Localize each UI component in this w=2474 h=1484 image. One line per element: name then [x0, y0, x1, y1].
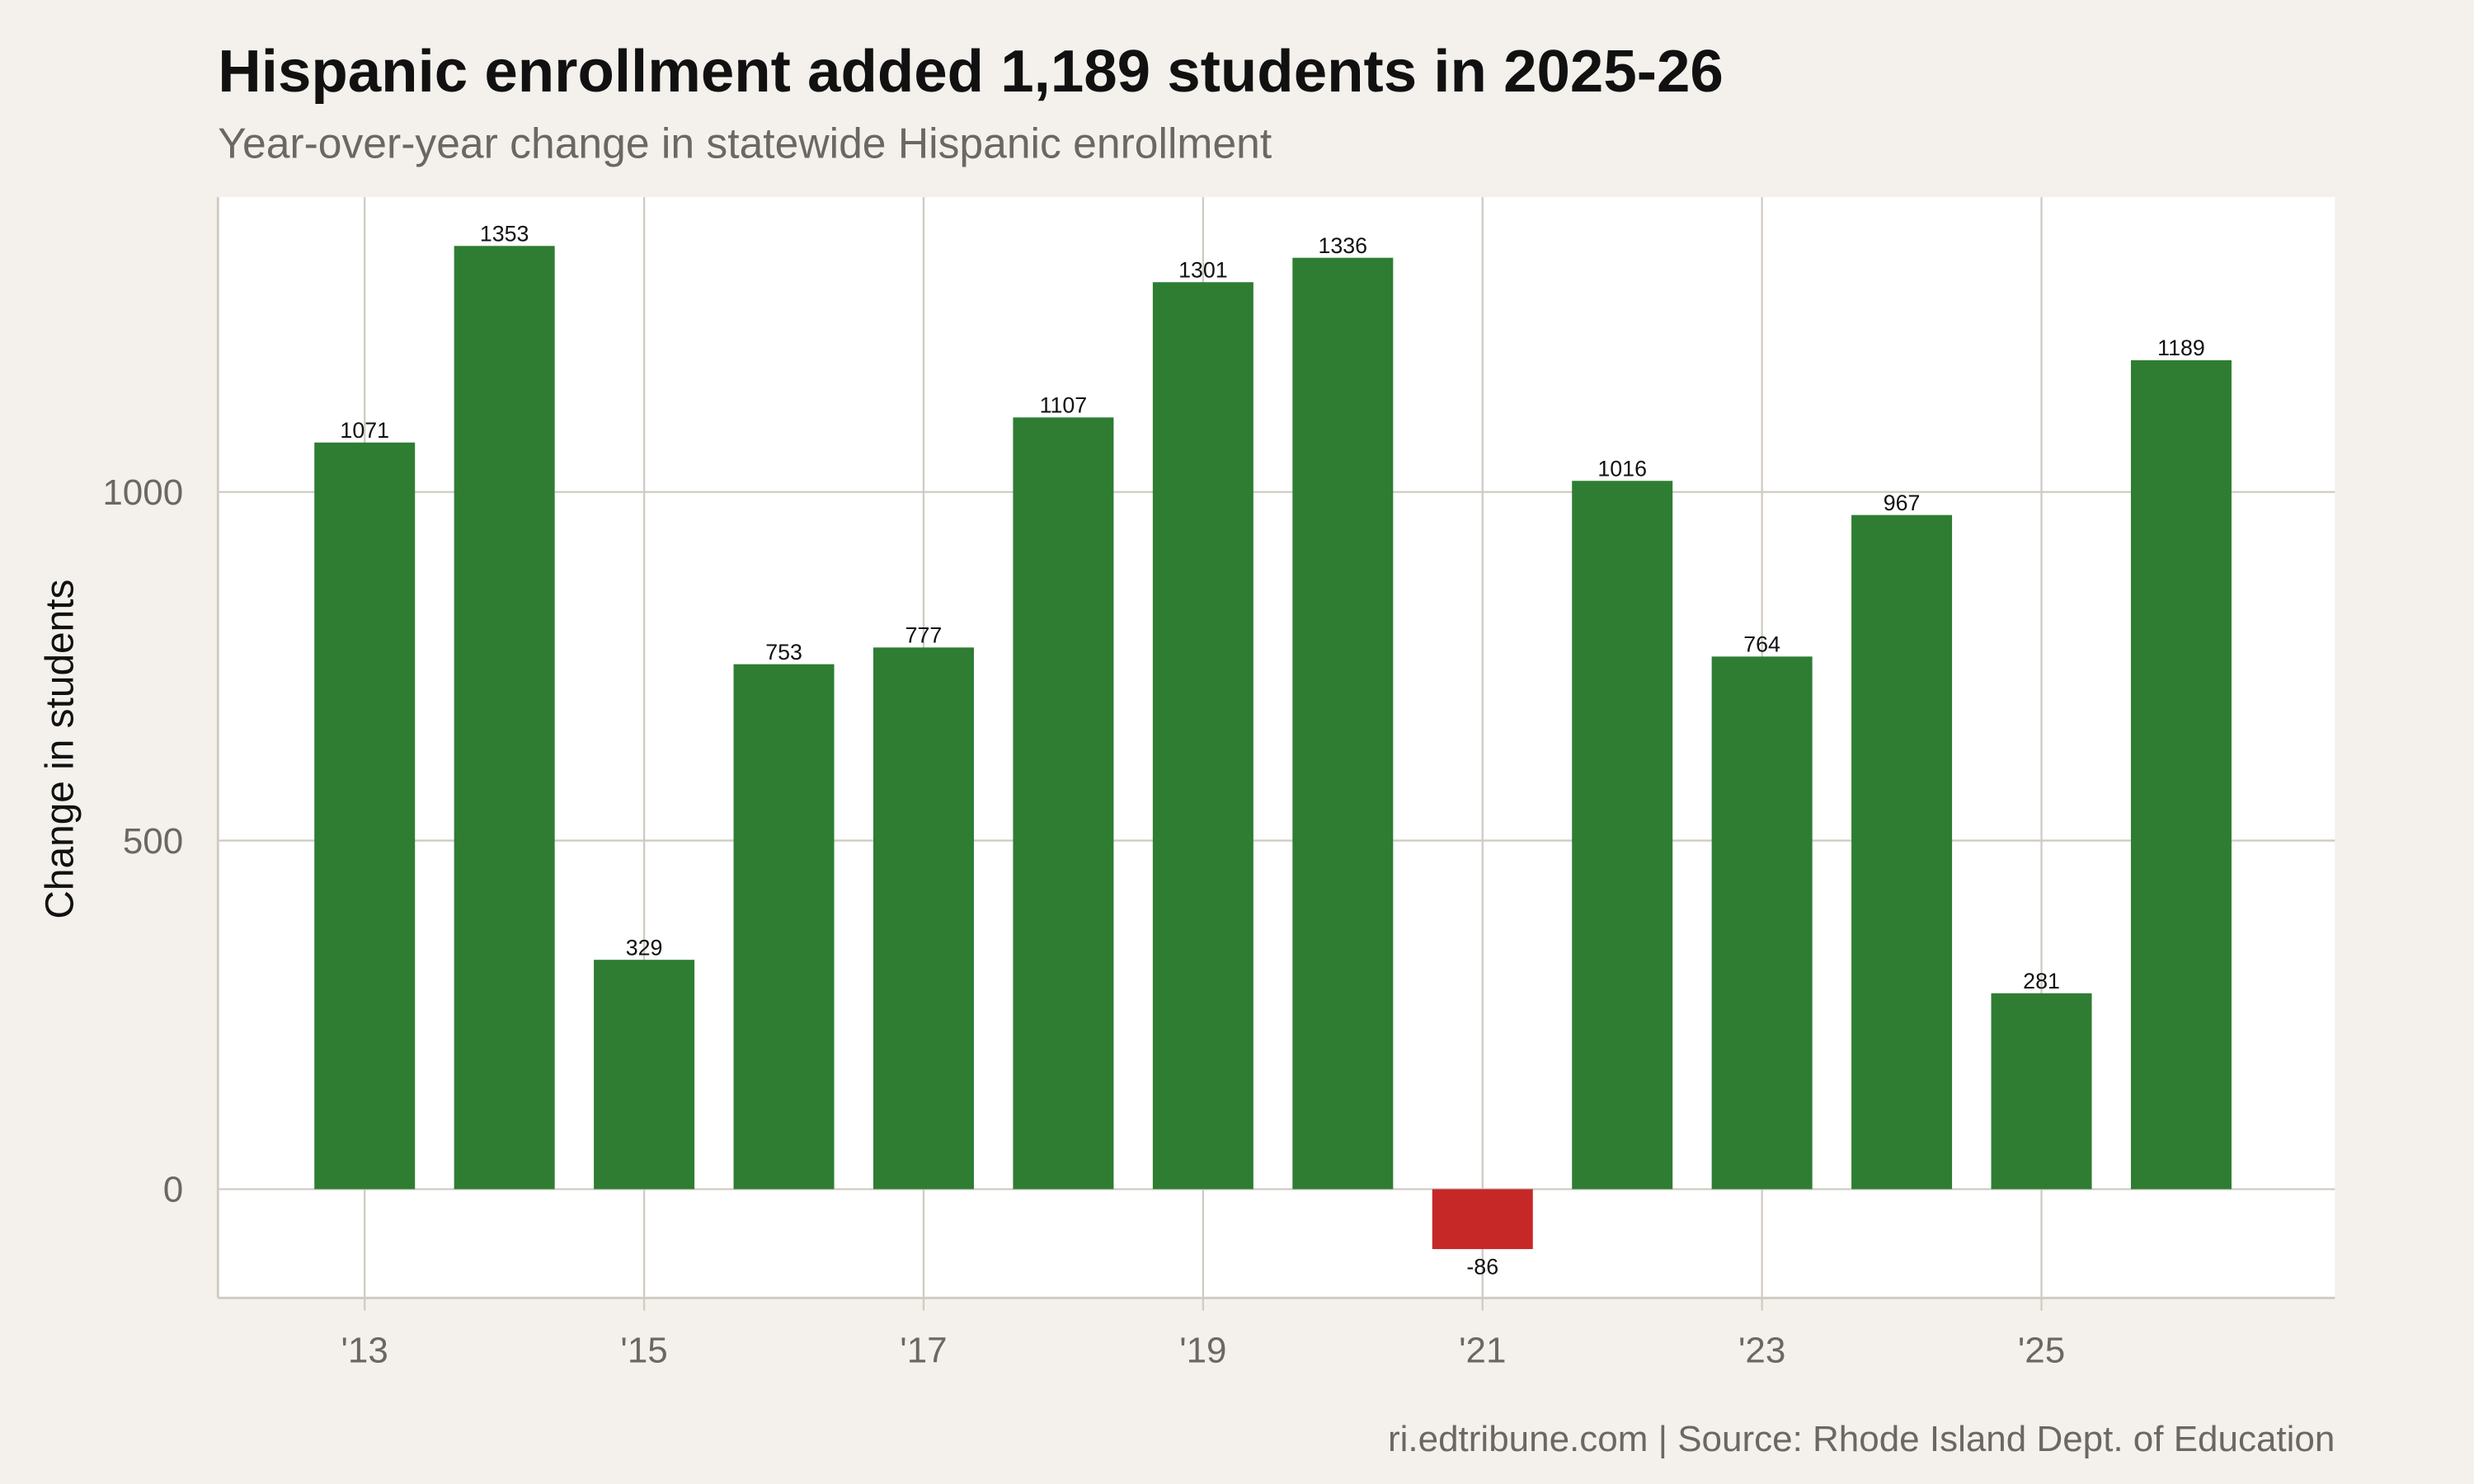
y-tick-label: 0	[163, 1170, 183, 1210]
data-label: -86	[1466, 1255, 1498, 1280]
data-labels: 1071 1353 329 753 777 1107 1301 1336 -86 1016 764 9…	[340, 222, 2204, 1280]
x-tick-label: '19	[1179, 1331, 1226, 1371]
data-label: 1016	[1597, 457, 1647, 481]
data-label: 1336	[1319, 233, 1368, 258]
plot-panel	[218, 197, 2335, 1298]
bar	[1851, 514, 1953, 1190]
data-label: 281	[2023, 969, 2060, 993]
bar	[594, 960, 695, 1190]
chart-subtitle: Year-over-year change in statewide Hispa…	[218, 119, 1272, 167]
x-tick-label: '23	[1738, 1331, 1785, 1371]
data-label: 753	[765, 640, 802, 665]
data-label: 1071	[340, 418, 389, 443]
x-tick-label: '15	[620, 1331, 667, 1371]
bar	[1013, 417, 1114, 1190]
bar	[1572, 481, 1673, 1190]
bars	[314, 246, 2232, 1250]
data-label: 1107	[1040, 393, 1088, 418]
x-tick-label: '17	[900, 1331, 947, 1371]
data-label: 1301	[1178, 258, 1228, 283]
data-label: 1189	[2157, 336, 2205, 360]
x-tick-label: '21	[1459, 1331, 1506, 1371]
x-tick-label: '13	[341, 1331, 388, 1371]
bar	[314, 442, 416, 1190]
data-label: 329	[626, 935, 663, 960]
bar	[872, 647, 974, 1190]
data-label: 777	[905, 623, 943, 648]
data-label: 967	[1884, 491, 1921, 515]
caption: ri.edtribune.com | Source: Rhode Island …	[1388, 1419, 2335, 1459]
bar	[2130, 359, 2232, 1190]
y-tick-label: 1000	[102, 472, 183, 513]
data-label: 764	[1743, 632, 1780, 657]
data-label: 1353	[480, 222, 529, 247]
y-axis-label: Change in students	[38, 580, 82, 919]
bar	[1432, 1189, 1533, 1250]
y-tick-label: 500	[123, 821, 183, 862]
bar	[1152, 282, 1253, 1190]
bar	[1991, 993, 2092, 1190]
bar	[1711, 656, 1813, 1190]
axes: 0 500 1000 '13 '15 '17 '19 '21 '23 '25	[102, 197, 2335, 1371]
x-tick-label: '25	[2018, 1331, 2065, 1371]
bar	[1292, 257, 1394, 1190]
chart-title: Hispanic enrollment added 1,189 students…	[218, 38, 1724, 105]
bar	[733, 664, 835, 1190]
bar	[454, 246, 555, 1190]
